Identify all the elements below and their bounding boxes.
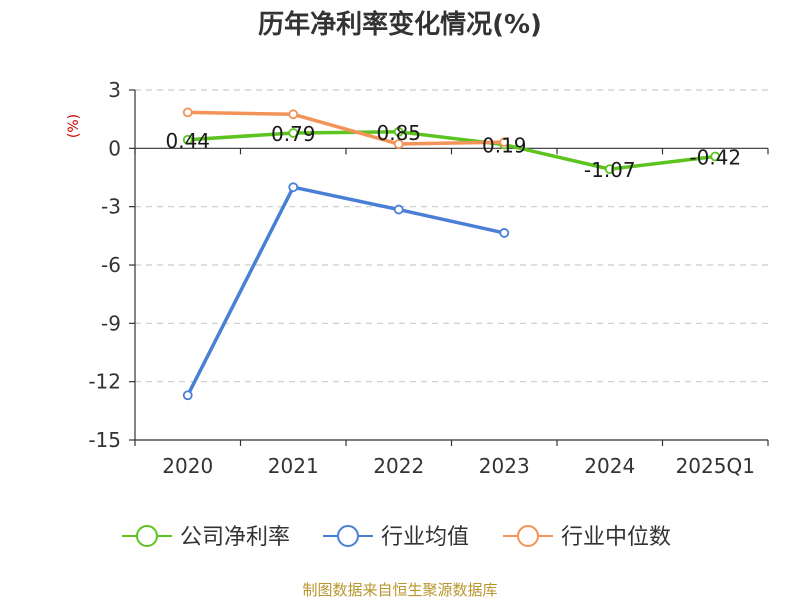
- series-line-0: [186, 130, 717, 171]
- series-point-0: [604, 164, 615, 175]
- source-note: 制图数据来自恒生聚源数据库: [302, 581, 497, 599]
- series-line-1: [186, 185, 506, 398]
- legend-label: 公司净利率: [180, 525, 290, 550]
- series-lines: [182, 107, 721, 401]
- series-point-0: [710, 151, 721, 162]
- x-tick-label: 2023: [479, 454, 530, 478]
- data-label: 0.85: [376, 121, 421, 145]
- y-tick-label: -15: [88, 428, 121, 452]
- series-point-0: [393, 126, 404, 137]
- series-point-1: [499, 228, 510, 238]
- x-tick-label: 2021: [268, 454, 319, 478]
- y-tick-label: -3: [101, 195, 121, 219]
- series-point-2: [393, 139, 404, 149]
- y-tick-label: 0: [108, 136, 121, 160]
- legend-marker: [517, 525, 539, 547]
- series-point-2: [288, 109, 299, 120]
- data-label: 0.19: [482, 134, 527, 158]
- grid-lines: [135, 89, 768, 383]
- y-tick-label: -12: [88, 370, 121, 394]
- x-tick-labels: 2020 2021 2022 2023 2024 2025Q1: [162, 454, 755, 478]
- axes: [129, 89, 769, 446]
- x-tick-label: 2024: [584, 454, 635, 478]
- series-point-2: [182, 107, 193, 118]
- series-point-0: [182, 134, 193, 145]
- series-point-1: [393, 204, 404, 215]
- y-tick-label: -6: [101, 253, 121, 277]
- series-point-0: [288, 128, 299, 138]
- x-tick-label: 2020: [162, 454, 213, 478]
- data-label: 0.79: [271, 122, 316, 146]
- y-tick-label: 3: [108, 78, 121, 102]
- legend-label: 行业中位数: [561, 525, 671, 550]
- y-tick-label: -9: [101, 311, 121, 335]
- series-point-1: [288, 182, 299, 193]
- x-tick-label: 2025Q1: [676, 454, 755, 478]
- x-tick-label: 2022: [373, 454, 424, 478]
- data-label: -1.07: [584, 158, 636, 182]
- legend-label: 行业均值: [381, 525, 469, 550]
- series-line-2: [186, 110, 506, 146]
- y-axis-unit: (%): [66, 114, 82, 138]
- data-label: 0.44: [165, 129, 210, 153]
- data-label: -0.42: [689, 146, 741, 170]
- legend: 公司净利率 行业均值 行业中位数: [122, 525, 671, 550]
- legend-marker: [136, 525, 158, 547]
- legend-marker: [337, 525, 359, 547]
- series-point-2: [499, 137, 510, 148]
- series-point-1: [182, 390, 193, 401]
- y-tick-labels: 3 0 -3 -6 -9 -12 -15: [88, 78, 121, 452]
- chart-title: 历年净利率变化情况(%): [258, 9, 542, 40]
- data-labels: 0.44 0.79 0.85 0.19 -1.07 -0.42: [165, 121, 741, 182]
